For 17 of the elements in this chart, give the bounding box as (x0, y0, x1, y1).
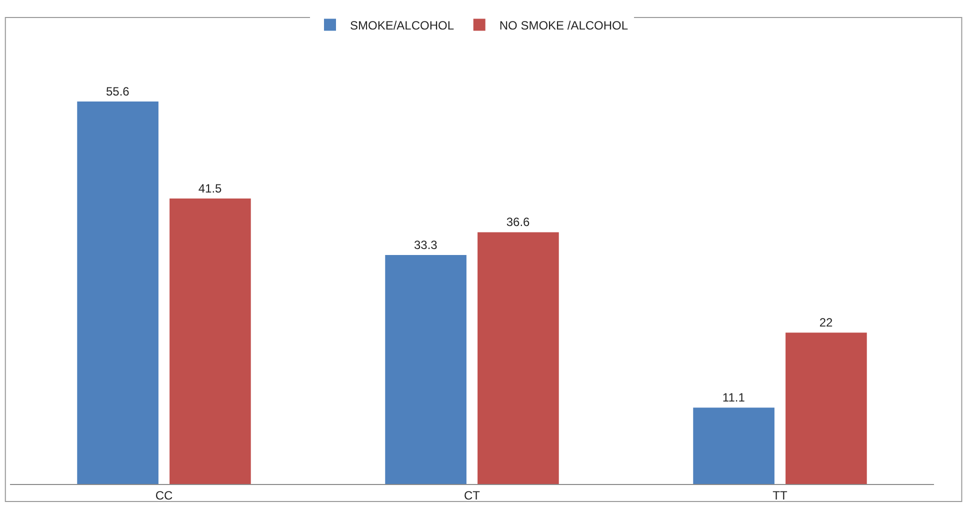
bar (693, 408, 774, 484)
x-tick-label: TT (772, 488, 788, 502)
legend-label: SMOKE/ALCOHOL (350, 18, 454, 32)
bar (385, 254, 466, 484)
data-label: 33.3 (414, 238, 438, 252)
bar (478, 232, 559, 484)
bar (77, 102, 158, 484)
x-tick-label: CT (464, 488, 481, 502)
data-label: 22 (819, 316, 834, 330)
x-tick-label: CC (155, 488, 173, 502)
legend-label: NO SMOKE /ALCOHOL (499, 18, 628, 32)
bar (170, 198, 251, 484)
data-label: 41.5 (198, 182, 222, 196)
bar (786, 332, 867, 484)
data-label: 55.6 (106, 84, 130, 99)
data-label: 11.1 (722, 390, 746, 405)
data-label: 36.6 (506, 215, 530, 230)
